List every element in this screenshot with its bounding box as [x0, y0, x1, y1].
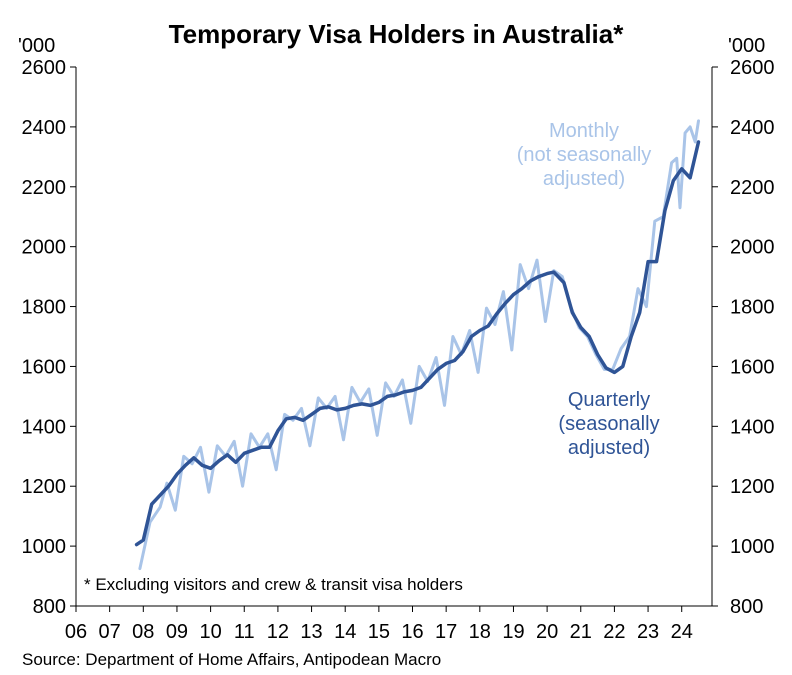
label-monthly-line: Monthly: [549, 120, 619, 142]
x-tick-label: 24: [671, 621, 693, 643]
label-quarterly-line: adjusted): [568, 437, 650, 459]
x-tick-label: 12: [267, 621, 289, 643]
label-monthly-line: adjusted): [543, 168, 625, 190]
x-tick-label: 11: [234, 621, 255, 643]
x-tick-label: 17: [435, 621, 457, 643]
x-tick-label: 10: [199, 621, 221, 643]
left-tick-label: 1000: [22, 536, 67, 558]
series-line-monthly: [138, 119, 700, 571]
chart-title: Temporary Visa Holders in Australia*: [169, 19, 625, 49]
x-tick-label: 14: [334, 621, 356, 643]
label-monthly-line: (not seasonally: [517, 144, 652, 166]
x-tick-label: 09: [166, 621, 188, 643]
x-tick-label: 08: [132, 621, 154, 643]
x-tick-label: 19: [502, 621, 524, 643]
x-tick-label: 22: [603, 621, 625, 643]
left-tick-label: 1800: [22, 297, 67, 319]
left-tick-label: 1400: [22, 416, 67, 438]
x-tick-label: 16: [401, 621, 423, 643]
right-tick-label: 1400: [730, 416, 775, 438]
left-tick-label: 2200: [22, 177, 67, 199]
series-labels: Monthly(not seasonallyadjusted)Quarterly…: [517, 120, 660, 459]
x-tick-label: 23: [637, 621, 659, 643]
x-tick-label: 20: [536, 621, 558, 643]
label-quarterly-line: (seasonally: [558, 413, 659, 435]
left-tick-label: 800: [33, 596, 66, 618]
right-tick-label: 1800: [730, 297, 775, 319]
right-tick-label: 1000: [730, 536, 775, 558]
series-line-quarterly: [134, 140, 701, 547]
right-tick-label: 2000: [730, 237, 775, 259]
right-tick-label: 1200: [730, 476, 775, 498]
x-tick-label: 07: [99, 621, 121, 643]
x-tick-label: 18: [469, 621, 491, 643]
left-tick-label: 2400: [22, 117, 67, 139]
right-tick-label: 2400: [730, 117, 775, 139]
left-tick-label: 1200: [22, 476, 67, 498]
right-tick-label: 800: [730, 596, 763, 618]
right-axis-unit: '000: [728, 35, 765, 57]
source-note: Source: Department of Home Affairs, Anti…: [22, 650, 441, 669]
x-tick-label: 06: [65, 621, 87, 643]
label-quarterly-line: Quarterly: [568, 389, 650, 411]
left-axis-unit: '000: [18, 35, 55, 57]
x-axis-ticks: 06 07 08 09 10 11 12 13 14 15 16 17 18 19 20 21 22 23 24: [65, 606, 693, 643]
left-tick-label: 2600: [22, 57, 67, 79]
right-tick-label: 2200: [730, 177, 775, 199]
right-tick-label: 2600: [730, 57, 775, 79]
axes: [75, 67, 713, 607]
x-tick-label: 21: [570, 621, 592, 643]
footnote: * Excluding visitors and crew & transit …: [84, 575, 463, 594]
left-axis-ticks: 800 1000 1200 1400 1600 1800 2000 2200 2400 2600: [22, 57, 76, 618]
right-axis-ticks: 800 1000 1200 1400 1600 1800 2000 2200 2400 2600: [712, 57, 775, 618]
right-tick-label: 1600: [730, 356, 775, 378]
left-tick-label: 1600: [22, 356, 67, 378]
series-group: [134, 119, 701, 571]
x-tick-label: 13: [300, 621, 322, 643]
x-tick-label: 15: [368, 621, 390, 643]
left-tick-label: 2000: [22, 237, 67, 259]
